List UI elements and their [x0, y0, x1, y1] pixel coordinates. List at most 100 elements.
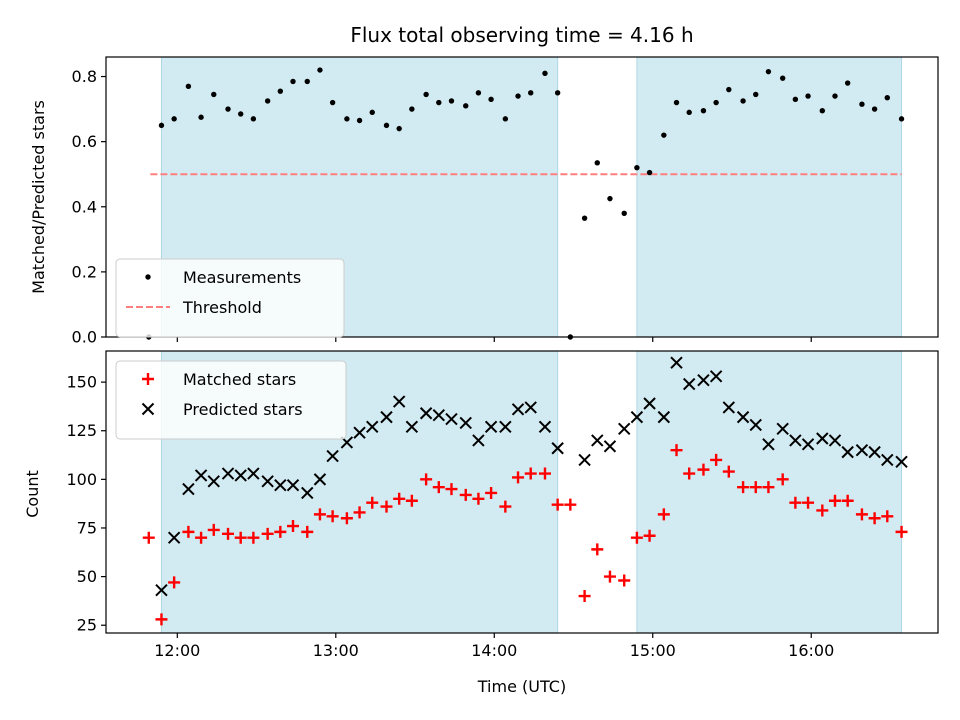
- data-point: [762, 481, 775, 494]
- data-point: [432, 408, 446, 422]
- data-point: [670, 444, 683, 457]
- y-tick-label: 0.0: [72, 328, 97, 347]
- data-point: [643, 397, 656, 410]
- data-point: [326, 510, 339, 523]
- data-point: [369, 109, 375, 116]
- data-point: [353, 506, 366, 519]
- data-point: [776, 422, 789, 436]
- data-point: [329, 99, 336, 106]
- data-point: [884, 94, 890, 101]
- data-point: [405, 494, 418, 507]
- data-point: [670, 356, 683, 369]
- data-point: [524, 467, 537, 480]
- legend: Matched stars Predicted stars: [115, 360, 347, 440]
- y-tick-label: 0.2: [72, 262, 97, 281]
- data-point: [168, 576, 181, 589]
- data-point: [740, 98, 746, 104]
- data-point: [895, 525, 908, 538]
- axes-frame: [105, 56, 939, 338]
- y-tick-label: 50: [77, 567, 97, 586]
- data-point: [432, 481, 445, 494]
- data-point: [682, 377, 696, 391]
- data-point: [816, 432, 829, 445]
- legend-box: [115, 258, 345, 338]
- data-point: [581, 215, 588, 221]
- data-point: [801, 438, 815, 451]
- data-point: [380, 500, 393, 513]
- data-point: [895, 455, 908, 469]
- data-point: [499, 420, 512, 434]
- y-axis-title-count: Count: [23, 470, 42, 518]
- data-point: [844, 80, 851, 86]
- data-point: [618, 422, 631, 436]
- data-point: [286, 478, 300, 492]
- data-point: [538, 420, 552, 434]
- legend: Measurements Threshold: [115, 258, 345, 338]
- data-point: [762, 438, 775, 451]
- chart-title: Flux total observing time = 4.16 h: [350, 23, 693, 47]
- data-point: [207, 523, 220, 536]
- data-point: [448, 98, 455, 104]
- ratio-panel: 0.0 0.2 0.4 0.6 0.8 Measurements Threshold: [72, 56, 939, 347]
- data-point: [538, 467, 551, 480]
- data-point: [591, 543, 604, 556]
- data-point: [221, 467, 235, 480]
- data-point: [317, 67, 323, 73]
- data-point: [683, 467, 696, 480]
- data-point: [618, 574, 631, 587]
- data-point: [657, 508, 670, 521]
- data-point: [182, 482, 195, 496]
- data-point: [749, 418, 762, 432]
- data-point: [366, 420, 379, 434]
- data-point: [710, 453, 723, 466]
- data-point: [383, 122, 390, 129]
- legend-label: Predicted stars: [183, 400, 303, 419]
- y-tick-label: 125: [66, 421, 97, 440]
- data-point: [898, 116, 905, 122]
- data-point: [142, 531, 155, 544]
- data-point: [868, 445, 881, 459]
- data-point: [261, 475, 274, 488]
- data-point: [463, 103, 469, 109]
- data-point: [356, 117, 363, 124]
- data-point: [392, 395, 406, 408]
- data-point: [261, 527, 274, 540]
- data-point: [380, 410, 393, 424]
- data-point: [250, 116, 257, 122]
- data-point: [313, 473, 327, 486]
- data-point: [832, 93, 838, 99]
- data-point: [881, 453, 894, 467]
- data-point: [502, 116, 509, 122]
- legend-label: Matched stars: [183, 370, 296, 389]
- data-point: [512, 471, 525, 484]
- data-point: [182, 525, 195, 538]
- data-point: [726, 86, 732, 93]
- data-point: [765, 68, 772, 75]
- data-point: [274, 525, 287, 538]
- data-point: [290, 78, 296, 85]
- data-point: [634, 164, 640, 171]
- data-point: [420, 473, 433, 486]
- data-point: [643, 529, 656, 542]
- y-tick-label: 150: [66, 373, 97, 392]
- data-point: [472, 434, 485, 447]
- data-point: [222, 527, 235, 540]
- data-point: [819, 108, 826, 114]
- data-point: [630, 410, 644, 424]
- data-point: [287, 520, 300, 533]
- data-point: [195, 531, 208, 544]
- legend-label: Threshold: [182, 298, 262, 317]
- y-tick-label: 75: [77, 518, 97, 537]
- data-point: [776, 473, 789, 486]
- x-axis-title: Time (UTC): [477, 677, 566, 696]
- data-point: [459, 488, 472, 501]
- data-point: [353, 426, 366, 439]
- data-point: [485, 486, 498, 499]
- data-point: [594, 160, 600, 166]
- data-point: [554, 90, 561, 96]
- data-point: [194, 469, 208, 482]
- data-point: [542, 70, 548, 76]
- x-tick-label: 15:00: [630, 641, 676, 660]
- data-point: [855, 443, 869, 457]
